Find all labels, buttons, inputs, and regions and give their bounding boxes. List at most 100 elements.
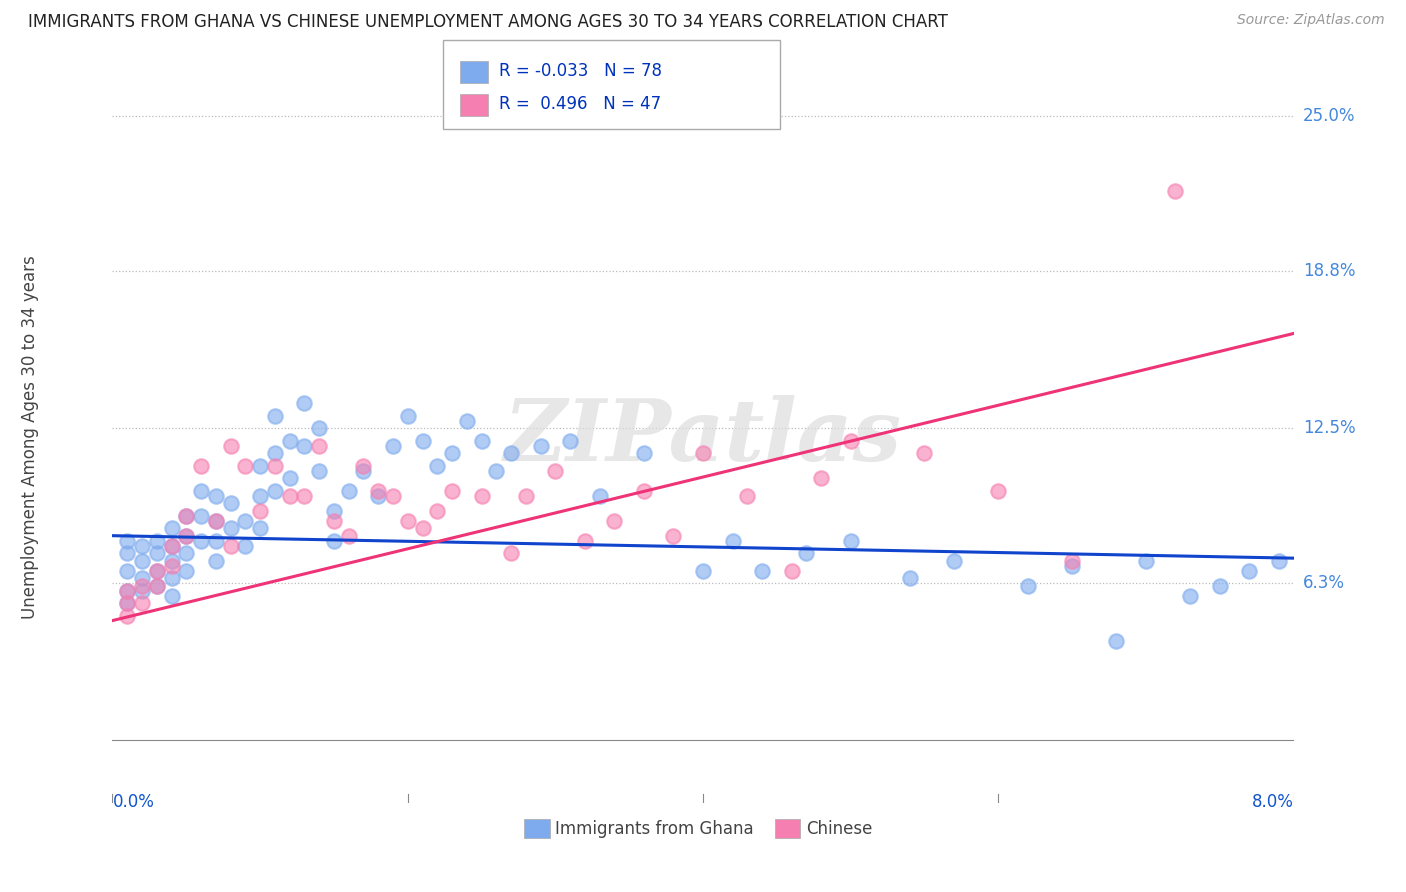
Point xyxy=(117,596,138,610)
Point xyxy=(292,396,315,410)
Point xyxy=(160,558,183,573)
Text: Unemployment Among Ages 30 to 34 years: Unemployment Among Ages 30 to 34 years xyxy=(21,255,39,619)
Point xyxy=(117,533,138,548)
Point xyxy=(412,521,434,535)
Point xyxy=(412,434,434,448)
Point xyxy=(323,504,346,518)
Point xyxy=(633,446,655,460)
Point xyxy=(278,489,301,503)
Text: R =  0.496   N = 47: R = 0.496 N = 47 xyxy=(499,95,661,113)
Point xyxy=(117,564,138,578)
Point xyxy=(174,529,197,543)
Point xyxy=(233,458,256,473)
Text: 0.0%: 0.0% xyxy=(112,793,155,811)
Text: 18.8%: 18.8% xyxy=(1303,262,1355,280)
Point xyxy=(190,458,212,473)
Text: R = -0.033   N = 78: R = -0.033 N = 78 xyxy=(499,62,662,80)
Point xyxy=(131,596,153,610)
Point xyxy=(190,483,212,498)
Point xyxy=(219,439,242,453)
Point xyxy=(751,564,773,578)
Point xyxy=(233,539,256,553)
Point xyxy=(1208,579,1232,593)
Point xyxy=(174,529,197,543)
Point xyxy=(574,533,596,548)
Point xyxy=(1062,558,1084,573)
Point xyxy=(264,458,287,473)
Point xyxy=(456,414,478,428)
Point xyxy=(603,514,626,528)
Text: ZIPatlas: ZIPatlas xyxy=(503,395,903,479)
Point xyxy=(117,583,138,598)
Point xyxy=(249,504,271,518)
Point xyxy=(810,471,832,485)
Point xyxy=(367,489,389,503)
Point xyxy=(426,458,449,473)
Point xyxy=(501,446,523,460)
Point xyxy=(560,434,582,448)
Point xyxy=(117,608,138,623)
Point xyxy=(146,579,169,593)
Point xyxy=(146,564,169,578)
Point xyxy=(396,409,419,423)
Point xyxy=(515,489,537,503)
Point xyxy=(160,539,183,553)
Point xyxy=(323,514,346,528)
Point xyxy=(205,489,228,503)
Point xyxy=(367,483,389,498)
Text: Immigrants from Ghana: Immigrants from Ghana xyxy=(555,820,754,838)
Point xyxy=(1135,554,1157,568)
Text: 8.0%: 8.0% xyxy=(1251,793,1294,811)
Point xyxy=(662,529,685,543)
Point xyxy=(146,546,169,560)
Point xyxy=(264,483,287,498)
Point xyxy=(131,571,153,585)
Point xyxy=(190,533,212,548)
Point xyxy=(692,564,714,578)
Point xyxy=(160,589,183,603)
Point xyxy=(914,446,936,460)
Point xyxy=(131,579,153,593)
Text: 12.5%: 12.5% xyxy=(1303,419,1355,437)
Point xyxy=(219,539,242,553)
Point xyxy=(426,504,449,518)
Point xyxy=(529,439,551,453)
Point xyxy=(131,554,153,568)
Point xyxy=(352,464,374,478)
Point xyxy=(174,508,197,523)
Point xyxy=(382,439,405,453)
Point xyxy=(249,489,271,503)
Point xyxy=(174,508,197,523)
Point xyxy=(737,489,759,503)
Point xyxy=(278,471,301,485)
Point xyxy=(352,458,374,473)
Point xyxy=(219,521,242,535)
Point xyxy=(692,446,714,460)
Point xyxy=(441,446,464,460)
Point xyxy=(780,564,803,578)
Point xyxy=(205,514,228,528)
Point xyxy=(1062,554,1084,568)
Point xyxy=(205,514,228,528)
Text: 25.0%: 25.0% xyxy=(1303,107,1355,125)
Point xyxy=(633,483,655,498)
Point xyxy=(131,539,153,553)
Point xyxy=(337,529,360,543)
Text: IMMIGRANTS FROM GHANA VS CHINESE UNEMPLOYMENT AMONG AGES 30 TO 34 YEARS CORRELAT: IMMIGRANTS FROM GHANA VS CHINESE UNEMPLO… xyxy=(28,13,948,31)
Point xyxy=(117,583,138,598)
Point xyxy=(308,439,330,453)
Point xyxy=(160,571,183,585)
Point xyxy=(441,483,464,498)
Point xyxy=(219,496,242,510)
Point xyxy=(278,434,301,448)
Point xyxy=(544,464,567,478)
Point xyxy=(308,464,330,478)
Point xyxy=(471,489,494,503)
Point xyxy=(160,539,183,553)
Point xyxy=(898,571,921,585)
Point xyxy=(588,489,610,503)
Point xyxy=(160,554,183,568)
Point xyxy=(1164,184,1187,198)
Point xyxy=(471,434,494,448)
Point xyxy=(264,409,287,423)
